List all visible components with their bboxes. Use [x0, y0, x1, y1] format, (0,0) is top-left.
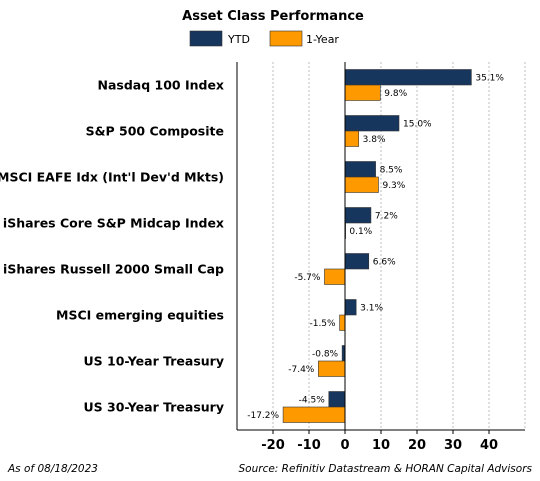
- category-label: S&P 500 Composite: [86, 124, 224, 139]
- as-of-date: As of 08/18/2023: [7, 463, 98, 475]
- data-label-ytd: 7.2%: [375, 211, 398, 221]
- bar-1yr: [344, 176, 379, 193]
- data-label-1yr: 9.8%: [384, 89, 407, 99]
- category-label: iShares Russell 2000 Small Cap: [3, 262, 224, 277]
- gridlines: [272, 62, 526, 430]
- data-label-ytd: 3.1%: [360, 303, 383, 313]
- bar-1yr: [324, 268, 346, 285]
- tick-label: -20: [261, 438, 285, 453]
- legend: YTD 1-Year: [189, 30, 339, 47]
- category-label: US 30-Year Treasury: [84, 400, 224, 415]
- data-label-1yr: 3.8%: [363, 135, 386, 145]
- category-labels: Nasdaq 100 Index S&P 500 Composite MSCI EA…: [0, 78, 224, 415]
- bar-ytd: [344, 69, 472, 86]
- bar-ytd: [344, 115, 400, 132]
- bar-ytd: [344, 207, 372, 224]
- category-label: MSCI emerging equities: [56, 308, 224, 323]
- source-note: Source: Refinitiv Datastream & HORAN Cap…: [239, 463, 533, 475]
- data-label-ytd: -0.8%: [312, 349, 339, 359]
- bar-ytd: [344, 299, 357, 316]
- tick-labels: -20 -10 0 10 20 30 40: [261, 430, 498, 453]
- data-label-1yr: 9.3%: [382, 181, 405, 191]
- data-labels: 35.1% 9.8% 15.0% 3.8% 8.5% 9.3% 7.2%0.1% 6.6% -5…: [247, 73, 504, 421]
- category-label: MSCI EAFE Idx (Int'l Dev'd Mkts): [0, 170, 224, 185]
- category-label: iShares Core S&P Midcap Index: [3, 216, 224, 231]
- data-label-1yr: 0.1%: [349, 227, 372, 237]
- data-label-ytd: 15.0%: [403, 119, 432, 129]
- category-label: US 10-Year Treasury: [84, 354, 224, 369]
- tick-label: 20: [408, 438, 426, 453]
- bar-1yr: [344, 84, 381, 101]
- bar-ytd: [344, 161, 376, 178]
- legend-label-1: YTD: [227, 33, 250, 46]
- category-label: Nasdaq 100 Index: [97, 78, 224, 93]
- tick-label: 30: [444, 438, 462, 453]
- data-label-ytd: -4.5%: [299, 395, 326, 405]
- bar-ytd: [328, 391, 346, 408]
- bar-1yr: [344, 130, 359, 147]
- data-label-ytd: 8.5%: [380, 165, 403, 175]
- data-label-ytd: 35.1%: [475, 73, 504, 83]
- tick-label: 10: [372, 438, 390, 453]
- data-label-1yr: -7.4%: [288, 365, 315, 375]
- legend-swatch-2: [269, 30, 303, 47]
- bar-ytd: [344, 253, 370, 270]
- legend-label-2: 1-Year: [306, 33, 339, 46]
- bar-1yr: [282, 406, 346, 423]
- chart-title: Asset Class Performance: [182, 9, 364, 24]
- data-label-ytd: 6.6%: [373, 257, 396, 267]
- bar-1yr: [339, 314, 346, 331]
- legend-swatch-1: [189, 30, 223, 47]
- data-label-1yr: -1.5%: [309, 319, 336, 329]
- tick-label: -10: [297, 438, 321, 453]
- tick-label: 0: [340, 438, 349, 453]
- tick-label: 40: [480, 438, 498, 453]
- bar-1yr: [318, 360, 346, 377]
- data-label-1yr: -17.2%: [247, 411, 279, 421]
- data-label-1yr: -5.7%: [294, 273, 321, 283]
